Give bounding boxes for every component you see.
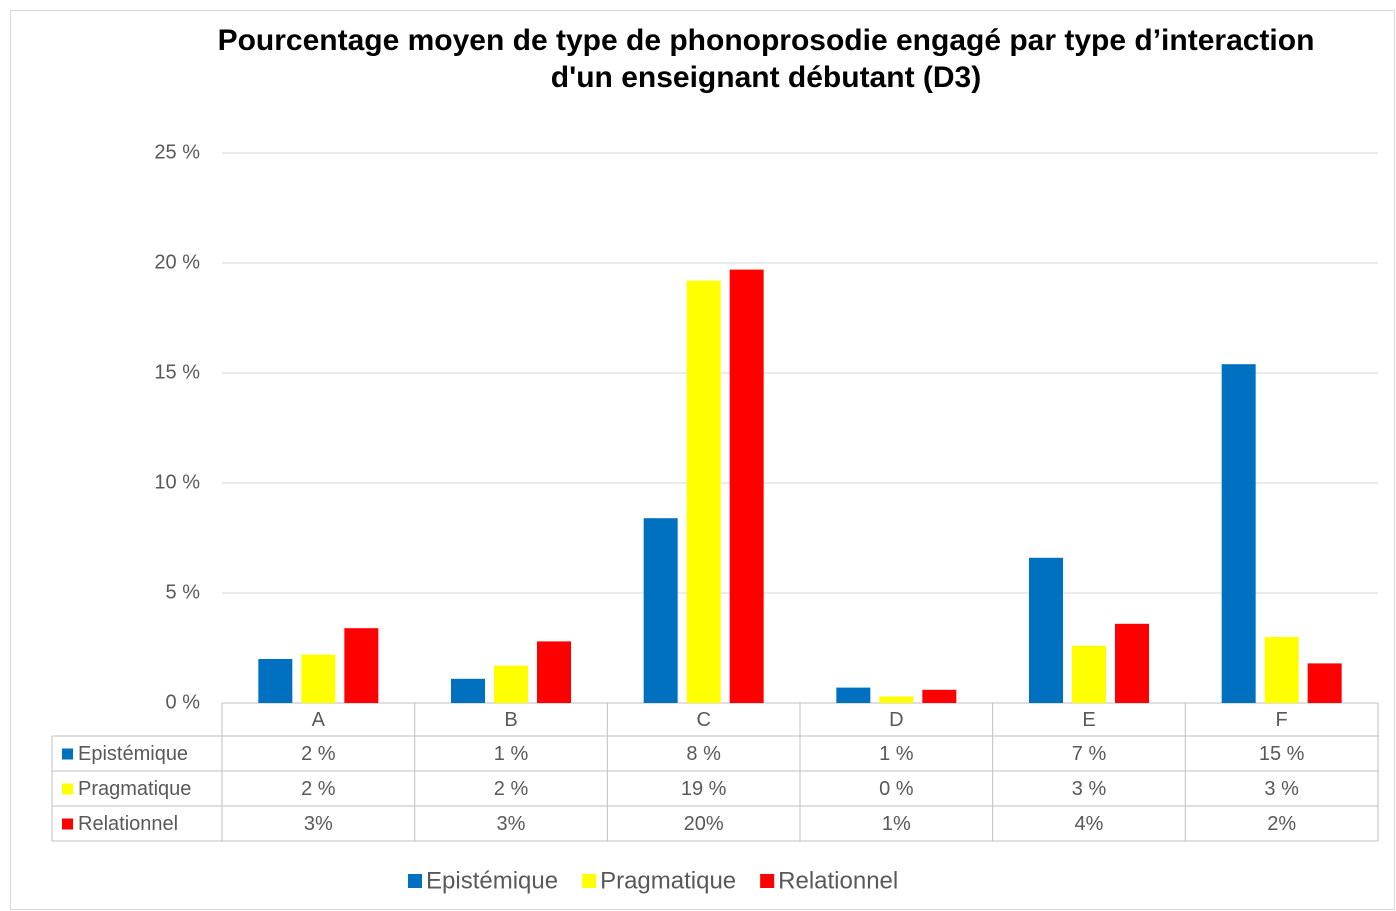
data-label: 20% <box>684 813 724 835</box>
x-tick-label: A <box>312 709 326 731</box>
data-label: 0 % <box>879 778 914 800</box>
bar <box>494 665 528 703</box>
data-label: 3% <box>497 813 526 835</box>
legend-label: Epistémique <box>426 867 558 894</box>
legend-key <box>760 874 775 888</box>
bar <box>344 628 379 703</box>
bar <box>729 269 764 703</box>
x-tick-label: F <box>1276 709 1288 731</box>
table-row-header: Pragmatique <box>78 778 191 800</box>
data-label: 2 % <box>494 778 529 800</box>
table-legend-key <box>62 748 73 760</box>
data-label: 4% <box>1075 813 1104 835</box>
x-tick-label: C <box>696 709 710 731</box>
bar <box>301 654 336 703</box>
bar <box>1221 364 1256 703</box>
x-tick-label: B <box>504 709 517 731</box>
legend-key <box>582 874 597 888</box>
bar <box>1264 637 1299 703</box>
bar <box>451 678 485 703</box>
legend-key <box>408 874 422 888</box>
y-tick-label: 20 % <box>154 251 200 273</box>
bar <box>836 687 871 703</box>
data-label: 3% <box>304 813 333 835</box>
y-tick-label: 5 % <box>166 581 201 603</box>
data-label: 1% <box>882 813 911 835</box>
chart-title: Pourcentage moyen de type de phonoprosod… <box>217 24 1315 94</box>
bar <box>1115 623 1149 703</box>
legend-label: Pragmatique <box>600 867 736 894</box>
data-label: 19 % <box>681 778 727 800</box>
data-label: 1 % <box>879 743 914 765</box>
data-label: 7 % <box>1072 743 1107 765</box>
bar <box>643 518 678 703</box>
bar <box>1072 645 1106 703</box>
bar <box>686 280 721 703</box>
data-label: 8 % <box>686 743 721 765</box>
x-tick-label: E <box>1082 709 1095 731</box>
bar <box>879 696 914 703</box>
x-tick-label: D <box>889 709 903 731</box>
data-label: 2 % <box>301 778 336 800</box>
y-tick-label: 10 % <box>154 471 200 493</box>
bar <box>258 659 293 703</box>
table-row-header: Relationnel <box>78 813 178 835</box>
legend-label: Relationnel <box>778 867 898 894</box>
y-tick-label: 0 % <box>166 691 201 713</box>
data-label: 2% <box>1267 813 1296 835</box>
bar <box>537 641 571 703</box>
data-label: 3 % <box>1072 778 1107 800</box>
bar <box>1307 663 1342 703</box>
data-label: 15 % <box>1259 743 1305 765</box>
data-label: 3 % <box>1264 778 1299 800</box>
table-row-header: Epistémique <box>78 743 188 765</box>
y-tick-label: 25 % <box>154 141 200 163</box>
data-label: 2 % <box>301 743 336 765</box>
bar <box>922 689 957 703</box>
y-tick-label: 15 % <box>154 361 200 383</box>
bar <box>1029 557 1063 703</box>
table-legend-key <box>62 783 73 795</box>
table-legend-key <box>62 818 73 830</box>
data-label: 1 % <box>494 743 529 765</box>
